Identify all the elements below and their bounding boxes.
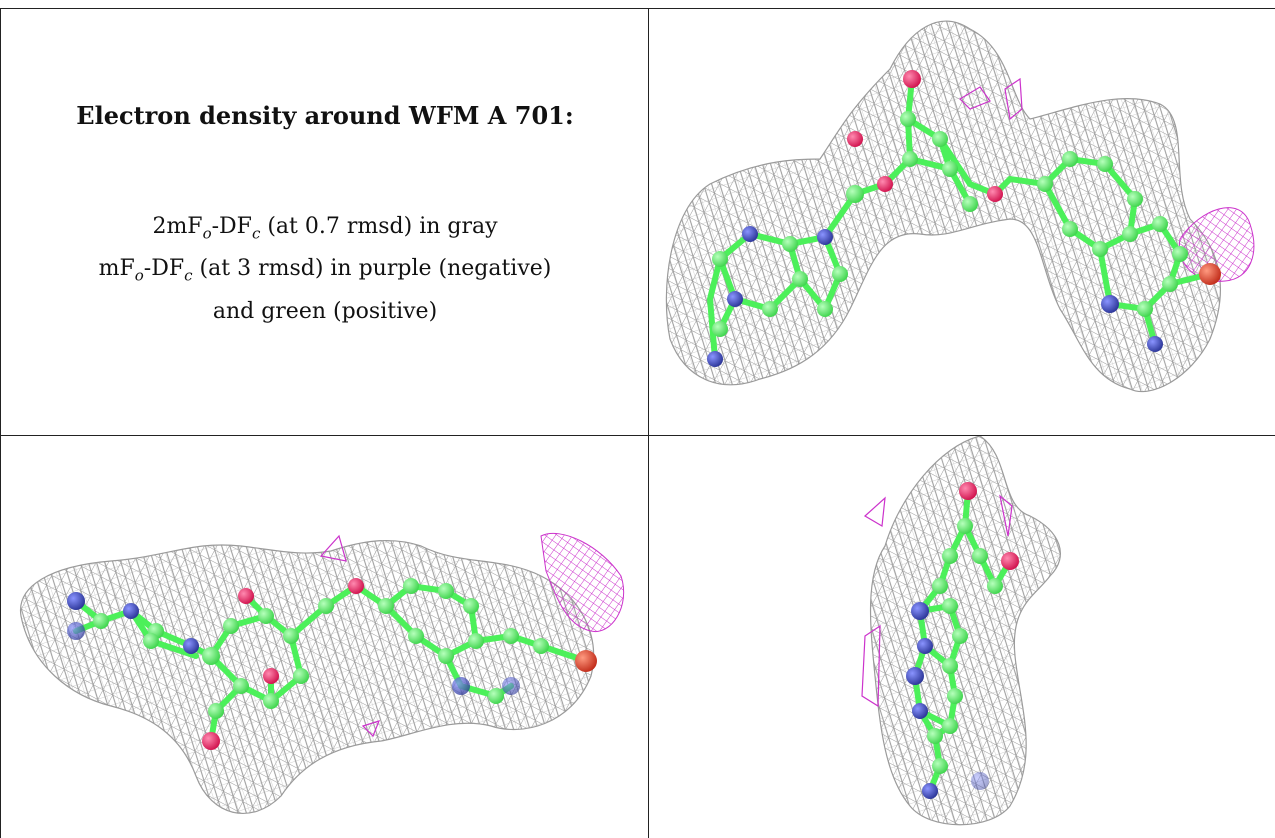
- caption-line-2fo-dfc: 2mFo-DFc (at 0.7 rmsd) in gray: [152, 214, 498, 243]
- panel-bottom-right: [650, 436, 1275, 838]
- panel-top-right: [650, 9, 1275, 435]
- caption-cell: Electron density around WFM A 701: 2mFo-…: [1, 9, 648, 435]
- density-mesh-purple: [319, 532, 625, 738]
- ligand-atoms: [906, 482, 1019, 799]
- table-center-border: [648, 8, 649, 838]
- ligand-density-view-3: [861, 436, 1061, 826]
- caption-title: Electron density around WFM A 701:: [76, 101, 574, 130]
- ligand-atoms: [707, 70, 1221, 367]
- caption-description: 2mFo-DFc (at 0.7 rmsd) in gray mFo-DFc (…: [1, 209, 648, 330]
- caption-line-colors: and green (positive): [212, 298, 438, 324]
- density-mesh-purple: [959, 77, 1255, 282]
- density-mesh-purple: [861, 494, 1013, 708]
- table-middle-border: [0, 435, 1275, 436]
- table-left-border: [0, 8, 1, 838]
- table-top-border: [0, 8, 1275, 9]
- ligand-atoms: [67, 578, 597, 750]
- panel-bottom-left: [1, 436, 648, 838]
- density-mesh-gray: [665, 20, 1221, 393]
- ligand-density-view-2: [19, 532, 625, 814]
- ligand-density-view-1: [665, 20, 1255, 393]
- caption-line-fo-dfc: mFo-DFc (at 3 rmsd) in purple (negative): [98, 256, 552, 285]
